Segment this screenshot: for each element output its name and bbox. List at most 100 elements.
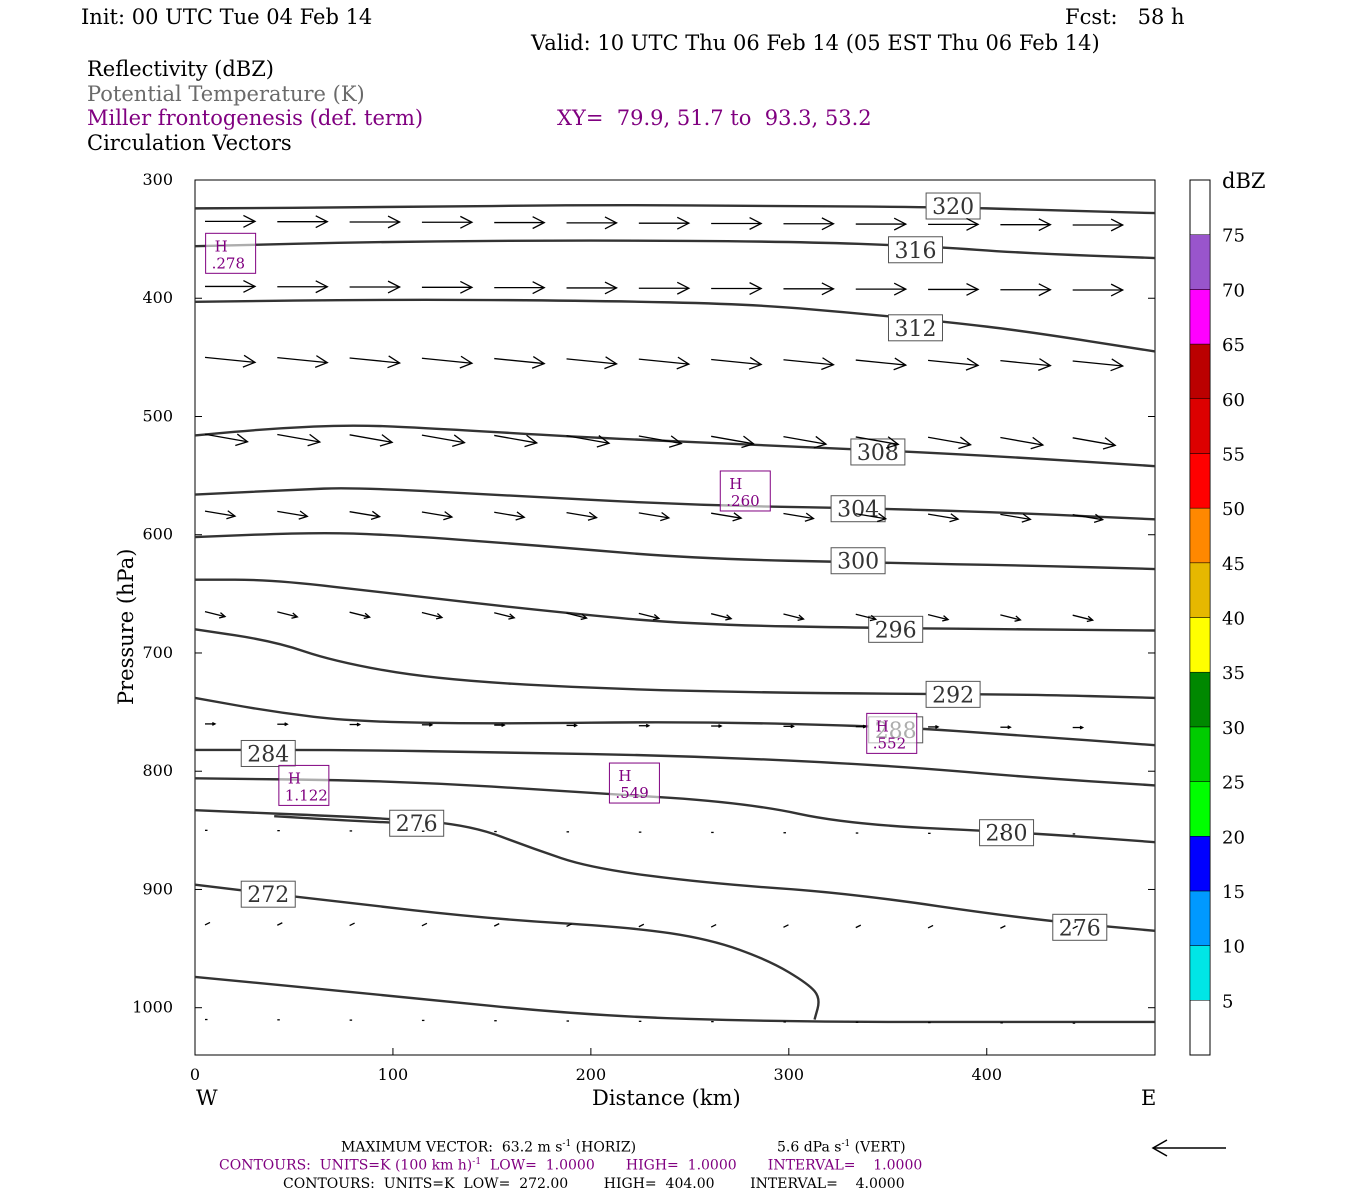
frontogenesis-max-box [608, 762, 660, 804]
circulation-vector-head [435, 613, 444, 620]
circulation-vector [204, 433, 248, 443]
circulation-vector-head [732, 512, 743, 522]
circulation-vector-head [725, 614, 733, 621]
circulation-vector-head [379, 434, 394, 447]
circulation-vector-head [790, 724, 795, 729]
circulation-vector [638, 358, 689, 365]
circulation-vector [1000, 925, 1006, 929]
circulation-vector [421, 357, 472, 364]
circulation-vector-head [243, 279, 257, 293]
circulation-vector [638, 923, 645, 928]
circulation-vector-head [443, 511, 454, 521]
field-circulation-vectors: Circulation Vectors [87, 131, 292, 155]
x-end-label-east: E [1141, 1086, 1157, 1110]
frontogenesis-max-label: H [288, 769, 301, 787]
circulation-vector-head [893, 357, 908, 371]
circulation-vector-head [876, 512, 888, 523]
frontogenesis-max-box [719, 470, 771, 512]
max-vector-info: MAXIMUM VECTOR: 63.2 m s-1 (HORIZ) [341, 1140, 636, 1155]
y-tick-label: 800 [142, 761, 173, 780]
circulation-vector-head [718, 724, 723, 728]
reference-vector-head [1151, 1139, 1168, 1157]
circulation-vector [1000, 436, 1043, 446]
contour-label: 280 [986, 822, 1028, 847]
contour-label: 276 [1059, 916, 1101, 941]
circulation-vector-head [676, 281, 691, 295]
circulation-vector [927, 924, 934, 929]
contour-label-box [389, 809, 445, 837]
circulation-vector [349, 434, 393, 443]
frontogenesis-max-label: H [876, 717, 889, 735]
y-tick-label: 400 [142, 288, 173, 307]
colorbar-segment [1189, 453, 1211, 509]
theta-contour-line [195, 748, 1156, 787]
circulation-vector [927, 436, 971, 446]
circulation-vector-head [460, 280, 474, 294]
contour-label: 284 [247, 742, 289, 767]
vert-unit: -1 [841, 1139, 851, 1149]
circulation-vector-head [821, 217, 835, 231]
circulation-vector-head [370, 510, 382, 521]
frontogenesis-contour-info: CONTOURS: UNITS=K (100 km h)-1 LOW= 1.00… [219, 1158, 922, 1173]
contour-label-box [887, 236, 943, 264]
contour-label: 276 [396, 812, 438, 837]
circulation-vector-head [532, 216, 546, 230]
circulation-vector [277, 433, 320, 443]
circulation-vector-head [314, 355, 329, 368]
colorbar-segment [1189, 343, 1211, 399]
circulation-vector-head [1110, 283, 1125, 297]
circulation-vector-head [965, 357, 980, 371]
colorbar-segment [1189, 945, 1211, 1001]
colorbar-tick-label: 40 [1222, 609, 1245, 630]
circulation-vector [421, 611, 443, 619]
circulation-vector-head [1007, 725, 1012, 730]
plot-frame [194, 179, 1156, 1056]
circulation-vector [783, 924, 789, 928]
circulation-vector-head [243, 214, 257, 228]
circulation-vector-head [1030, 436, 1045, 450]
circulation-vector-head [596, 435, 611, 448]
y-tick-label: 300 [142, 170, 173, 189]
circulation-vector-head [363, 612, 372, 620]
circulation-vector-head [387, 355, 402, 369]
circulation-vector-head [966, 282, 980, 296]
y-tick-label: 1000 [132, 998, 173, 1017]
colorbar-segment [1189, 836, 1211, 892]
colorbar-tick-label: 5 [1222, 991, 1233, 1012]
vert-value: 5.6 dPa s [777, 1139, 842, 1156]
colorbar-segment [1189, 507, 1211, 564]
colorbar-tick-label: 65 [1222, 335, 1245, 356]
circulation-vector [566, 612, 587, 619]
circulation-vector [494, 357, 545, 365]
circulation-vector [204, 356, 256, 364]
frontogenesis-max-label: H [729, 475, 742, 493]
circulation-vector-head [459, 355, 474, 369]
circulation-vector [855, 924, 862, 929]
colorbar-segment [1189, 398, 1211, 454]
colorbar-tick-label: 70 [1222, 280, 1245, 301]
frontogenesis-max-box [866, 712, 918, 754]
colorbar-tick-label: 75 [1222, 226, 1245, 247]
x-tick-label: 400 [971, 1065, 1002, 1084]
colorbar-tick-label: 10 [1222, 937, 1245, 958]
circulation-vector-head [869, 614, 878, 622]
circulation-vector [421, 922, 428, 927]
circulation-vector [638, 435, 682, 445]
circulation-vector-head [307, 433, 322, 447]
colorbar-segment [1189, 726, 1211, 782]
circulation-vector-head [797, 614, 805, 621]
circulation-vector [783, 435, 827, 445]
theta-contour-line [194, 204, 1156, 215]
theta-contour-line [274, 814, 433, 826]
circulation-vector [1000, 513, 1031, 521]
frontogenesis-max-value: .260 [726, 492, 759, 510]
circulation-vector-head [315, 215, 329, 229]
colorbar-segment [1189, 890, 1211, 946]
circulation-vector-head [452, 434, 466, 447]
circulation-vector-head [428, 722, 434, 727]
circulation-vector [566, 435, 610, 444]
circulation-vector-head [235, 433, 249, 447]
valid-time: Valid: 10 UTC Thu 06 Feb 14 (05 EST Thu … [531, 31, 1100, 55]
circulation-vector-head [1038, 358, 1052, 371]
circulation-vector [638, 612, 660, 620]
